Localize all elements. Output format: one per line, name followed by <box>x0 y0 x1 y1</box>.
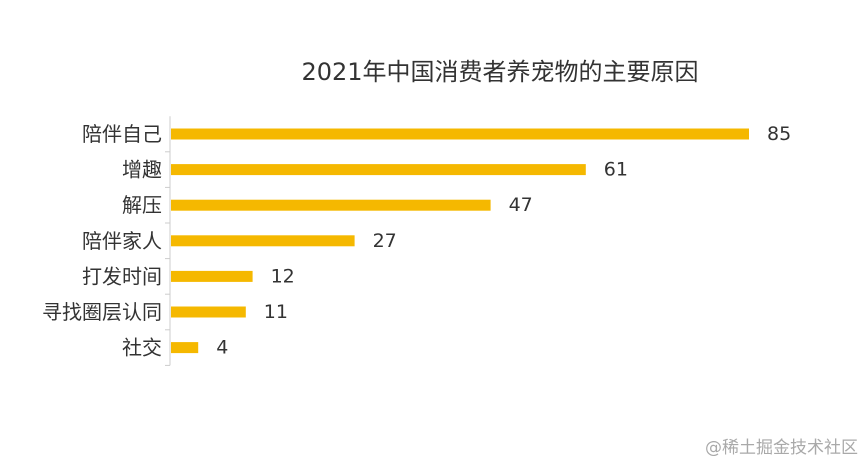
chart-title: 2021年中国消费者养宠物的主要原因 <box>301 58 699 86</box>
bar-3 <box>171 235 355 247</box>
category-label-4: 打发时间 <box>82 264 162 288</box>
category-label-0: 陪伴自己 <box>82 122 162 146</box>
bar-5 <box>171 306 246 318</box>
bar-0 <box>171 128 749 140</box>
bar-1 <box>171 164 586 176</box>
value-label-5: 11 <box>264 301 288 323</box>
category-label-6: 社交 <box>122 336 162 360</box>
category-label-3: 陪伴家人 <box>82 229 162 253</box>
bar-4 <box>171 270 253 282</box>
bar-6 <box>171 342 199 354</box>
category-label-2: 解压 <box>122 193 162 217</box>
watermark: @稀土掘金技术社区 <box>705 438 858 458</box>
value-label-6: 4 <box>216 337 228 359</box>
bar-2 <box>171 199 491 211</box>
category-label-5: 寻找圈层认同 <box>42 300 162 324</box>
value-label-0: 85 <box>767 123 791 145</box>
category-label-1: 增趣 <box>122 158 162 182</box>
value-label-2: 47 <box>509 194 533 216</box>
value-label-4: 12 <box>271 265 295 287</box>
value-label-3: 27 <box>373 230 397 252</box>
value-label-1: 61 <box>604 159 628 181</box>
